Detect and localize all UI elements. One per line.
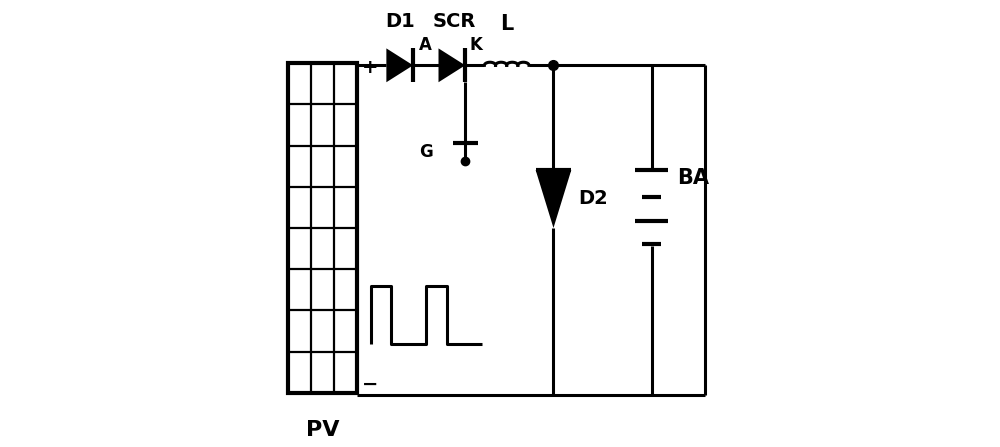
Text: PV: PV [306, 420, 340, 439]
Bar [288, 63, 357, 393]
Polygon shape [536, 170, 571, 228]
Text: A: A [419, 36, 432, 54]
Polygon shape [386, 48, 413, 82]
Polygon shape [439, 48, 465, 82]
Text: D2: D2 [578, 190, 608, 208]
Text: L: L [500, 14, 513, 34]
Text: +: + [362, 58, 378, 77]
Text: D1: D1 [385, 12, 415, 30]
Text: SCR: SCR [432, 12, 476, 30]
Text: G: G [419, 143, 433, 161]
Text: BA: BA [677, 168, 709, 188]
Text: K: K [470, 36, 483, 54]
Text: −: − [362, 375, 378, 393]
